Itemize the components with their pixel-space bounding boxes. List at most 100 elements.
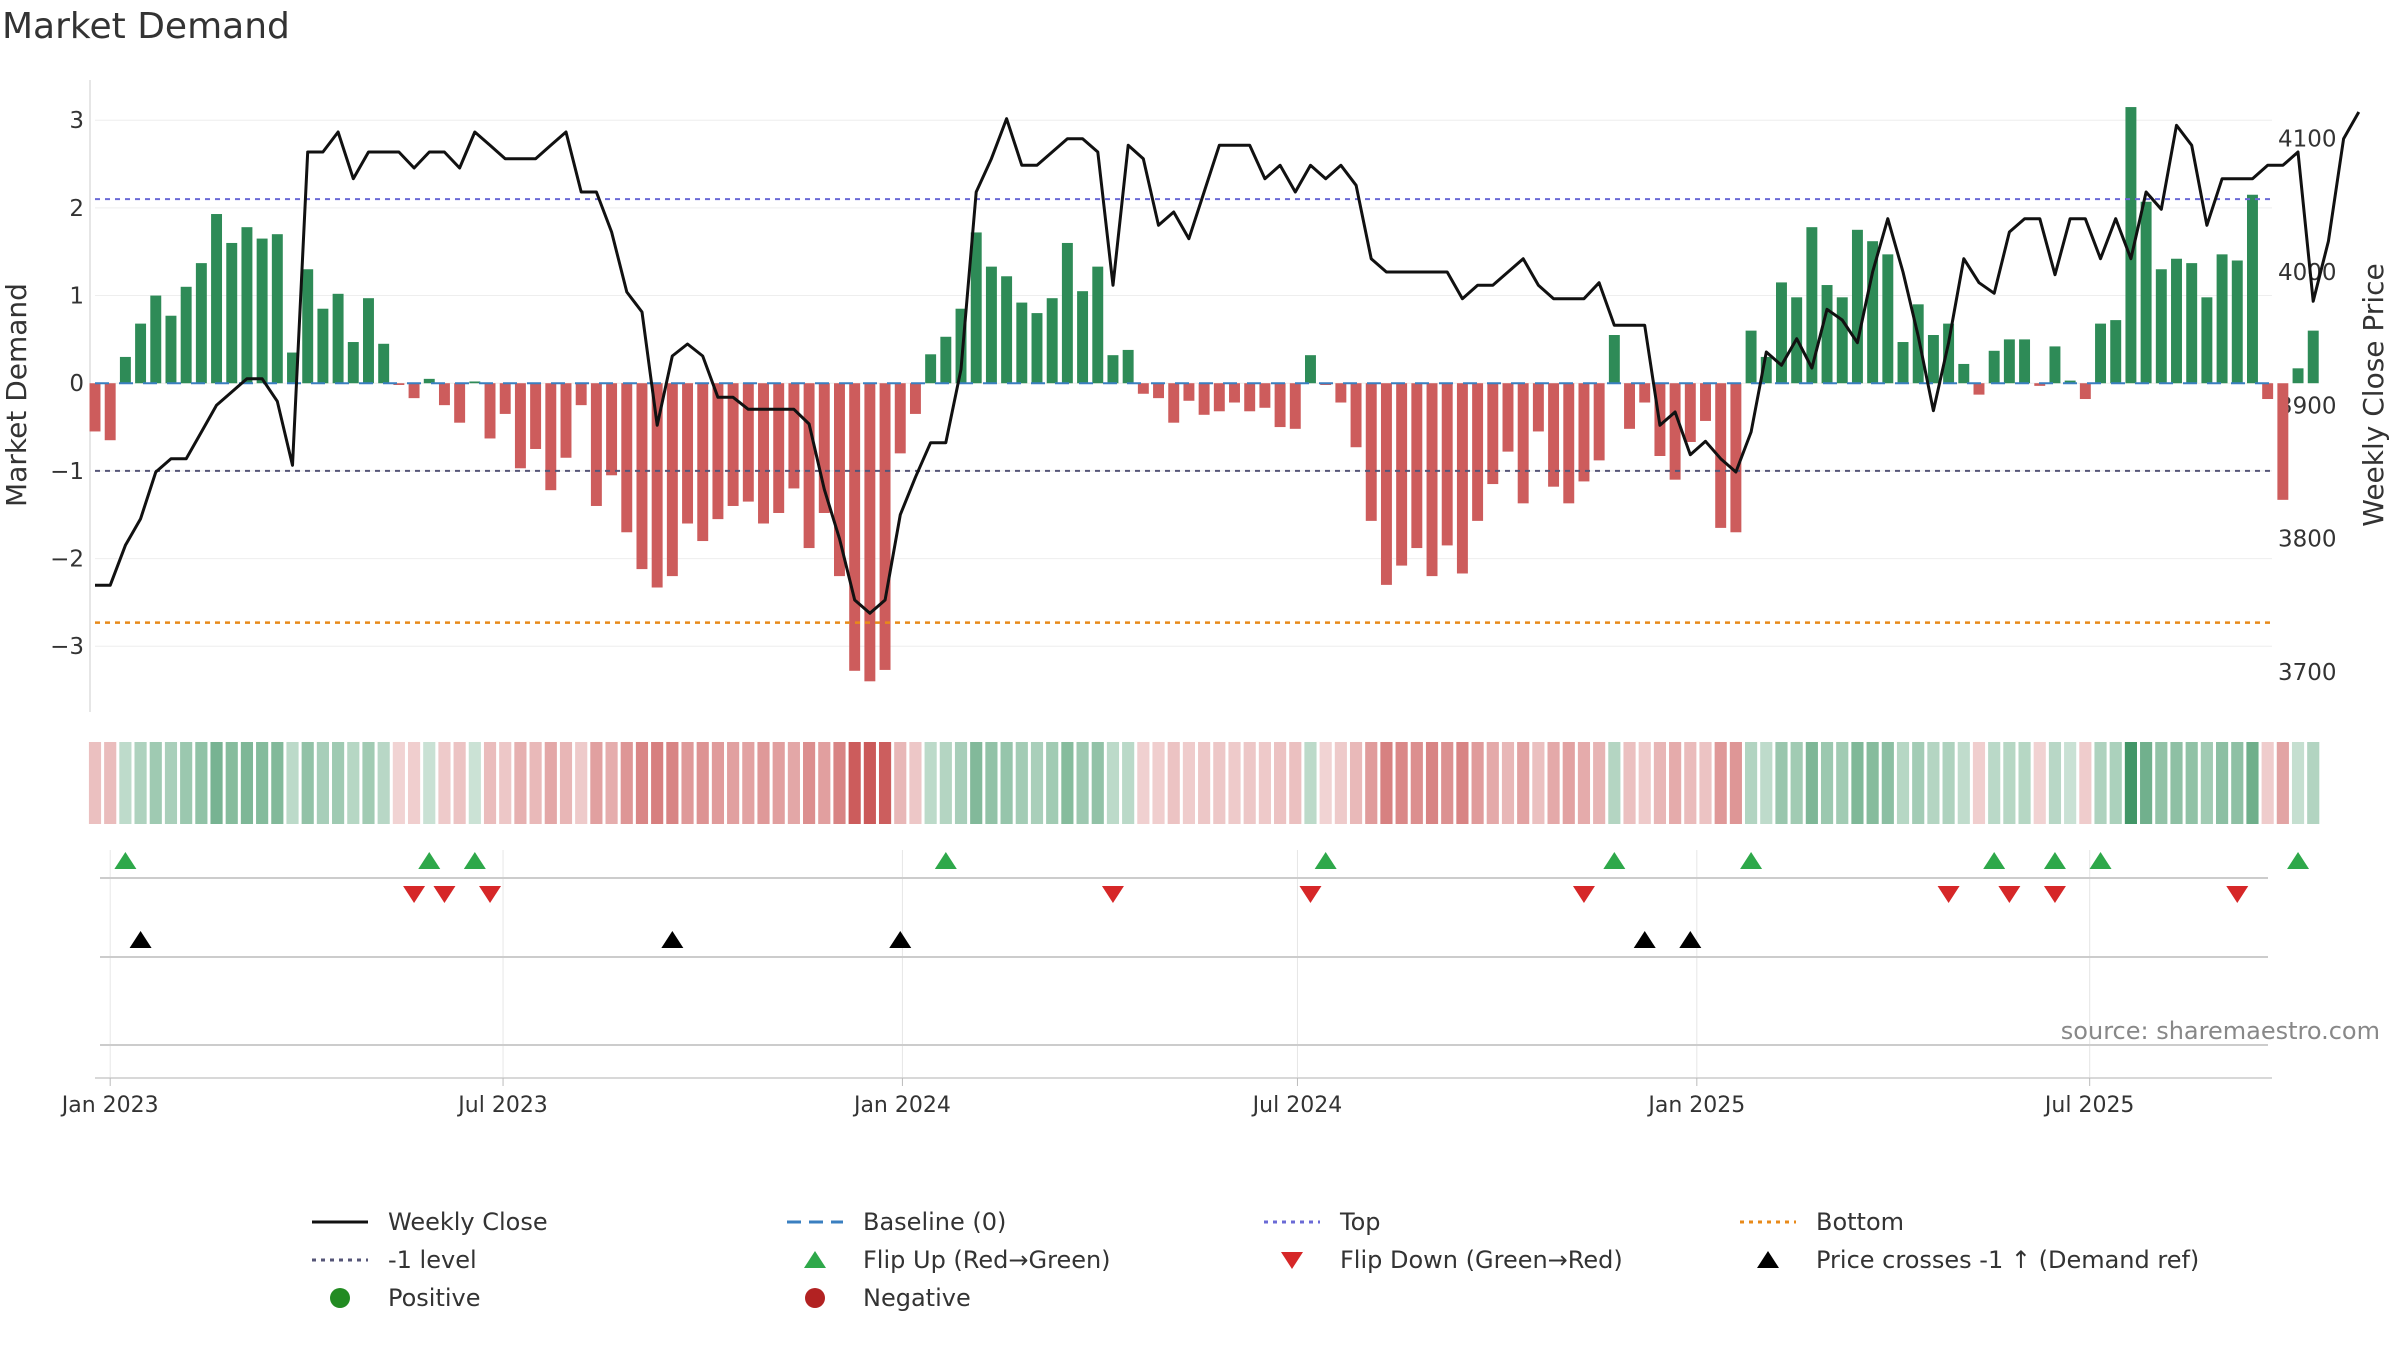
legend-dot-icon — [1740, 1220, 1796, 1224]
flip-down-marker — [1998, 886, 2021, 903]
flip-down-marker — [1101, 886, 1124, 903]
heat-cell — [2124, 742, 2137, 824]
heat-cell — [438, 742, 451, 824]
heat-cell — [1957, 742, 1970, 824]
heat-cell — [1912, 742, 1925, 824]
heat-cell — [514, 742, 527, 824]
heat-cell — [1623, 742, 1636, 824]
demand-bar — [119, 356, 131, 384]
demand-bar — [636, 383, 648, 570]
demand-bar — [560, 383, 572, 458]
demand-bar — [211, 214, 223, 384]
heat-cell — [407, 742, 421, 824]
flip-down-marker — [2226, 886, 2249, 903]
heat-cell — [2064, 742, 2077, 824]
heat-cell — [1562, 742, 1575, 824]
heat-cell — [651, 742, 664, 824]
heat-cell — [1198, 742, 1211, 824]
heat-cell — [1304, 742, 1317, 824]
demand-bar — [1943, 323, 1955, 384]
flip-down-marker — [1299, 886, 1322, 903]
heat-cell — [1030, 742, 1044, 824]
demand-bar — [104, 383, 116, 441]
heat-cell — [1046, 742, 1059, 824]
heat-cell — [985, 742, 998, 824]
legend-label: Price crosses -1 ↑ (Demand ref) — [1816, 1246, 2200, 1274]
heat-cell — [544, 742, 557, 824]
heat-cell — [499, 742, 512, 824]
demand-bar — [1730, 383, 1742, 533]
y-tick-label: −3 — [50, 634, 84, 660]
x-tick-label: Jul 2024 — [1251, 1093, 1343, 1118]
demand-bar — [1684, 383, 1696, 442]
x-tick-label: Jul 2025 — [2043, 1093, 2135, 1118]
heat-cell — [1988, 742, 2001, 824]
heat-cell — [1349, 742, 1363, 824]
demand-bar — [150, 295, 162, 384]
demand-bar — [1229, 383, 1240, 403]
heat-cell — [2079, 742, 2092, 824]
heat-cell — [180, 742, 193, 824]
demand-bar — [1760, 356, 1772, 384]
demand-bar — [742, 383, 754, 502]
heat-cell — [1942, 742, 1955, 824]
demand-bar — [1046, 298, 1058, 384]
demand-bar — [1958, 363, 1970, 384]
heat-cell — [195, 742, 208, 824]
demand-bar — [2034, 383, 2046, 386]
heat-cell — [1851, 742, 1864, 824]
demand-bar — [195, 263, 207, 384]
heat-cell — [635, 742, 649, 824]
flip-down-marker — [403, 886, 426, 903]
heat-cell — [423, 742, 436, 824]
demand-bar — [1350, 383, 1362, 448]
demand-bar — [606, 383, 618, 476]
demand-bar — [970, 232, 982, 384]
heat-cell — [2276, 742, 2289, 824]
heat-cell — [104, 742, 117, 824]
price-cross-marker — [889, 931, 912, 948]
demand-bar — [1715, 383, 1727, 528]
flip-up-marker — [934, 852, 957, 869]
demand-bar — [1882, 254, 1894, 384]
demand-bar — [2262, 383, 2274, 400]
heat-cell — [970, 742, 983, 824]
heat-cell — [1927, 742, 1940, 824]
demand-bar — [1851, 229, 1863, 384]
legend-dot-icon — [312, 1258, 368, 1262]
heat-cell — [1669, 742, 1682, 824]
legend-item-flip-down: Flip Down (Green→Red) — [1262, 1246, 1623, 1274]
heat-cell — [2231, 742, 2244, 824]
demand-bar — [1001, 276, 1013, 384]
demand-bar — [2171, 258, 2182, 384]
heat-cell — [757, 742, 770, 824]
demand-bar — [1776, 282, 1787, 384]
heat-cell — [392, 742, 405, 824]
demand-bar — [256, 238, 268, 384]
demand-bar — [834, 383, 845, 577]
heat-cell — [88, 742, 102, 824]
heat-cell — [620, 742, 633, 824]
demand-bar — [2186, 263, 2198, 384]
demand-bar — [1867, 241, 1879, 384]
heat-cell — [2261, 742, 2274, 824]
legend-label: Weekly Close — [388, 1208, 548, 1236]
price-cross-marker — [1633, 931, 1656, 948]
demand-bar — [849, 383, 861, 671]
demand-bar — [1745, 330, 1757, 384]
demand-bar — [363, 298, 374, 384]
demand-bar — [1624, 383, 1636, 429]
demand-bar — [1563, 383, 1575, 504]
heat-cell — [1684, 742, 1697, 824]
heat-cell — [119, 742, 132, 824]
legend-dot-icon — [1264, 1220, 1320, 1224]
heat-cell — [681, 742, 694, 824]
x-tick-label: Jan 2023 — [60, 1093, 159, 1118]
flip-up-marker — [2287, 852, 2310, 869]
demand-bar — [879, 383, 891, 670]
demand-bar — [1548, 383, 1560, 487]
heat-cell — [1106, 742, 1120, 824]
demand-bar — [271, 234, 283, 384]
demand-bar — [408, 383, 420, 399]
heat-cell — [1258, 742, 1271, 824]
